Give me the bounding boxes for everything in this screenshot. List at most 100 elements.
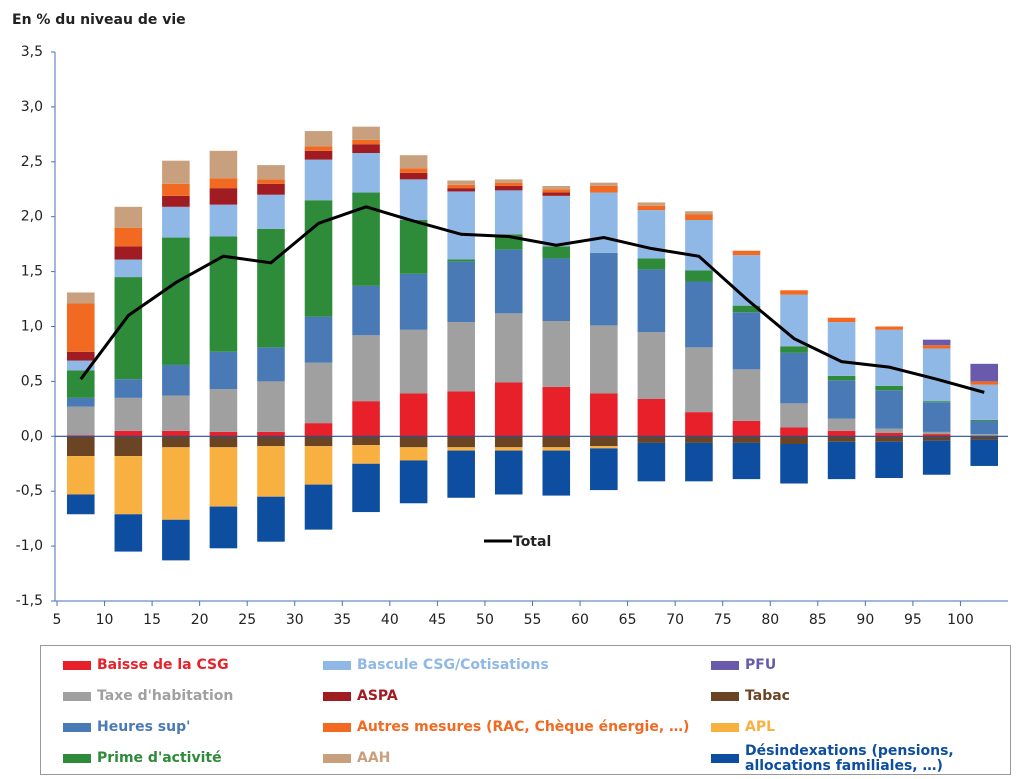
bar-segment bbox=[162, 206, 190, 238]
bar-segment bbox=[447, 180, 475, 185]
bar-segment bbox=[970, 436, 999, 440]
bar-segment bbox=[922, 431, 951, 435]
bar-segment bbox=[209, 236, 238, 352]
bar-segment bbox=[542, 436, 571, 448]
bar-segment bbox=[162, 430, 190, 437]
bar-segment bbox=[304, 446, 333, 485]
bar-segment bbox=[257, 183, 285, 195]
bar-segment bbox=[447, 184, 475, 189]
bar-segment bbox=[257, 165, 285, 180]
x-tick-label: 85 bbox=[809, 612, 827, 628]
bar-segment bbox=[637, 398, 666, 437]
bar-segment bbox=[66, 351, 95, 361]
legend-label: Taxe d'habitation bbox=[97, 688, 234, 704]
bar-segment bbox=[732, 442, 761, 480]
bar-segment bbox=[637, 258, 666, 270]
bar-segment bbox=[732, 250, 761, 256]
bar-segment bbox=[827, 441, 856, 480]
bar-segment bbox=[66, 406, 95, 436]
bar-segment bbox=[352, 139, 380, 145]
legend-item: Autres mesures (RAC, Chèque énergie, …) bbox=[323, 712, 711, 743]
bar-segment bbox=[162, 237, 190, 365]
bar-segment bbox=[875, 441, 903, 479]
bar-segment bbox=[542, 185, 571, 190]
bar-segment bbox=[875, 326, 903, 330]
legend-label: APL bbox=[745, 719, 776, 735]
bar-segment bbox=[352, 153, 380, 193]
legend-label: Heures sup' bbox=[97, 719, 191, 735]
legend-label: Désindexations (pensions, allocations fa… bbox=[745, 742, 954, 774]
bar-segment bbox=[66, 456, 95, 495]
legend-item: APL bbox=[711, 712, 1010, 743]
bar-segment bbox=[685, 347, 713, 413]
bar-segment bbox=[780, 290, 808, 295]
x-tick-label: 90 bbox=[856, 612, 874, 628]
bar-segment bbox=[209, 506, 238, 549]
bar-segment bbox=[494, 382, 523, 437]
y-tick-label: 3,5 bbox=[21, 44, 43, 60]
bar-segment bbox=[209, 436, 238, 448]
legend-swatch bbox=[63, 661, 91, 670]
y-tick-label: 2,5 bbox=[21, 154, 43, 170]
bar-segment bbox=[66, 436, 95, 457]
legend-item: Taxe d'habitation bbox=[63, 681, 323, 712]
bar-segment bbox=[162, 160, 190, 184]
bar-segment bbox=[970, 381, 999, 385]
legend-item: Heures sup' bbox=[63, 712, 323, 743]
bar-segment bbox=[114, 246, 143, 260]
bar-segment bbox=[447, 259, 475, 262]
bar-segment bbox=[590, 393, 618, 437]
bar-segment bbox=[209, 204, 238, 237]
legend-item: Baisse de la CSG bbox=[63, 650, 323, 681]
bar-segment bbox=[827, 375, 856, 381]
legend-swatch bbox=[323, 692, 351, 701]
chart: En % du niveau de vie -1,5 -1,0 -0,5 0,0 0,5… bbox=[12, 12, 1008, 628]
bar-segment bbox=[114, 397, 143, 431]
bar-segment bbox=[637, 202, 666, 206]
bar-segment bbox=[257, 431, 285, 437]
bar-segment bbox=[542, 246, 571, 259]
bar-segment bbox=[590, 182, 618, 186]
bar-segment bbox=[352, 335, 380, 402]
bar-segment bbox=[304, 159, 333, 201]
bar-segment bbox=[875, 390, 903, 429]
bar-segment bbox=[352, 436, 380, 446]
bar-segment bbox=[685, 270, 713, 282]
bar-segment bbox=[114, 379, 143, 398]
bar-segment bbox=[352, 401, 380, 437]
legend-item: PFU bbox=[711, 650, 1010, 681]
y-tick-label: 1,0 bbox=[21, 319, 43, 335]
bar-segment bbox=[399, 172, 428, 180]
legend-label: Tabac bbox=[745, 688, 790, 704]
bar-segment bbox=[162, 519, 190, 561]
bar-segment bbox=[209, 447, 238, 507]
bar-segment bbox=[304, 484, 333, 530]
x-tick-label: 75 bbox=[714, 612, 732, 628]
bar-segment bbox=[494, 179, 523, 183]
bar-segment bbox=[114, 514, 143, 552]
bar-segment bbox=[66, 494, 95, 515]
bar-segment bbox=[922, 339, 951, 346]
bar-segment bbox=[780, 403, 808, 428]
bar-segment bbox=[922, 402, 951, 432]
x-tick-label: 45 bbox=[428, 612, 446, 628]
bar-segment bbox=[542, 321, 571, 387]
bar-segment bbox=[399, 168, 428, 173]
legend-item: Bascule CSG/Cotisations bbox=[323, 650, 711, 681]
legend-item: AAH bbox=[323, 743, 711, 774]
bar-segment bbox=[732, 436, 761, 443]
legend-swatch bbox=[711, 754, 739, 763]
bar-segment bbox=[827, 322, 856, 376]
bar-segment bbox=[637, 205, 666, 211]
legend-swatch bbox=[63, 754, 91, 763]
bar-segment bbox=[685, 412, 713, 437]
bar-segment bbox=[732, 312, 761, 370]
bar-segment bbox=[732, 420, 761, 437]
bar-segment bbox=[447, 191, 475, 260]
bar-segment bbox=[590, 252, 618, 326]
y-tick-label: 2,0 bbox=[21, 209, 43, 225]
bar-segment bbox=[922, 345, 951, 349]
bar-segment bbox=[494, 450, 523, 495]
bar-segment bbox=[352, 126, 380, 140]
bar-segment bbox=[304, 146, 333, 151]
